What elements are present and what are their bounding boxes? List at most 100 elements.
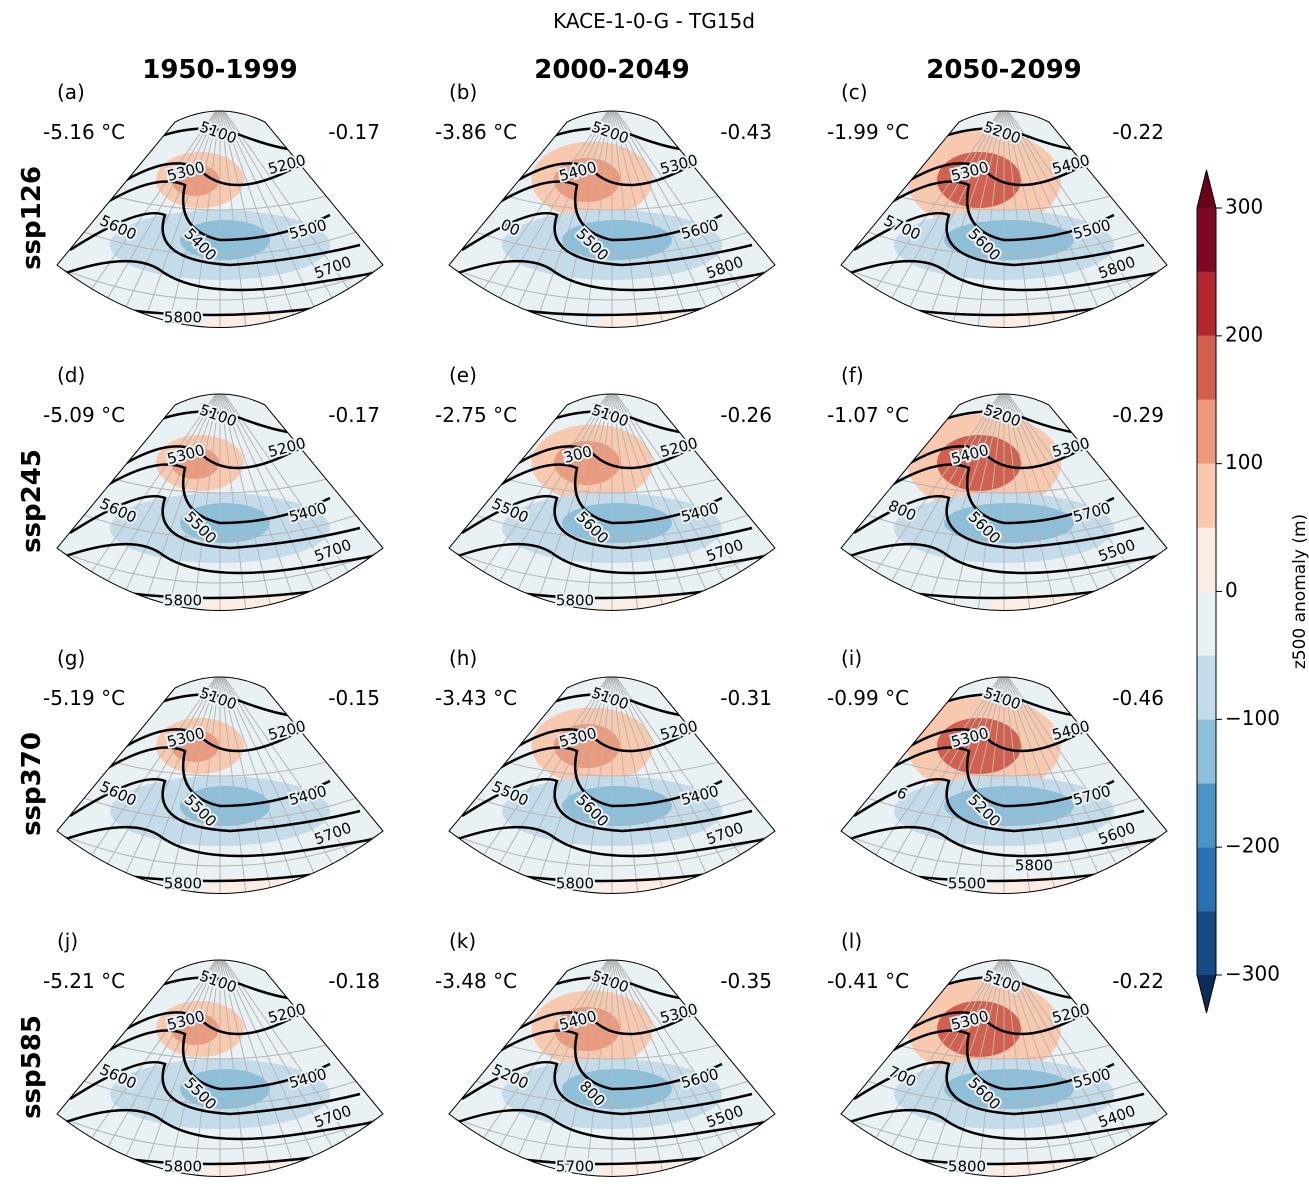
mean-temperature: -5.09 °C	[43, 403, 125, 427]
field	[812, 100, 1196, 400]
correlation: -0.22	[1112, 969, 1164, 993]
field	[812, 666, 1196, 966]
map-panel: 5100300520055005600540057005800(e)-2.75 …	[420, 363, 804, 683]
field	[420, 383, 804, 683]
column-title: 2000-2049	[534, 55, 690, 85]
mean-temperature: -5.19 °C	[43, 686, 125, 710]
map-panel: 51005300520056005500540057005800(j)-5.21…	[28, 929, 412, 1191]
colorbar-bin	[1197, 911, 1216, 975]
map-panel: 51005300520056005500540057005800(d)-5.09…	[28, 363, 412, 683]
field	[812, 383, 1196, 683]
colorbar-bin	[1197, 208, 1216, 272]
contour-label: 5800	[164, 592, 202, 610]
contour-label: 5800	[164, 309, 202, 327]
colorbar-tick-label: 100	[1225, 450, 1263, 474]
map-panel: 5100530052007005600550054005800(l)-0.41 …	[812, 929, 1196, 1191]
colorbar-bin	[1197, 464, 1216, 528]
parallel	[432, 633, 792, 673]
panel-label: (k)	[449, 929, 476, 953]
mean-temperature: -5.21 °C	[43, 969, 125, 993]
colorbar-tick-label: 0	[1225, 578, 1238, 602]
parallel	[432, 350, 792, 390]
column-title: 1950-1999	[142, 55, 298, 85]
panel-label: (f)	[841, 363, 864, 387]
figure: KACE-1-0-G - TG15d 1950-1999 2000-2049 205…	[0, 0, 1309, 1191]
correlation: -0.18	[328, 969, 380, 993]
colorbar-bin	[1197, 400, 1216, 464]
colorbar-bin	[1197, 528, 1216, 592]
contour-label: 5700	[556, 1158, 594, 1176]
correlation: -0.29	[1112, 403, 1164, 427]
mean-temperature: -2.75 °C	[435, 403, 517, 427]
panel-label: (j)	[57, 929, 78, 953]
panel-label: (h)	[449, 646, 477, 670]
mean-temperature: -3.86 °C	[435, 120, 517, 144]
colorbar-bin	[1197, 655, 1216, 719]
correlation: -0.31	[720, 686, 772, 710]
mean-temperature: -1.07 °C	[827, 403, 909, 427]
correlation: -0.46	[1112, 686, 1164, 710]
parallel	[824, 916, 1184, 956]
colorbar-bin	[1197, 592, 1216, 656]
parallel	[40, 350, 400, 390]
mean-temperature: -0.99 °C	[827, 686, 909, 710]
field	[420, 666, 804, 966]
panel-label: (l)	[841, 929, 862, 953]
field	[28, 383, 412, 683]
mean-temperature: -0.41 °C	[827, 969, 909, 993]
contour-label: 5800	[948, 1158, 986, 1176]
colorbar-bin	[1197, 719, 1216, 783]
panel-label: (b)	[449, 80, 477, 104]
colorbar-bin	[1197, 847, 1216, 911]
mean-temperature: -3.48 °C	[435, 969, 517, 993]
colorbar-tick-label: 200	[1225, 322, 1263, 346]
row-title: ssp126	[17, 166, 47, 270]
colorbar-bin	[1197, 336, 1216, 400]
field	[28, 100, 412, 400]
column-title: 2050-2099	[926, 55, 1082, 85]
mean-temperature: -1.99 °C	[827, 120, 909, 144]
map-panel: 5200530054005700560055005800(c)-1.99 °C-…	[812, 80, 1196, 400]
correlation: -0.43	[720, 120, 772, 144]
colorbar-bin	[1197, 272, 1216, 336]
panel-label: (a)	[57, 80, 85, 104]
field	[420, 100, 804, 400]
mean-temperature: -5.16 °C	[43, 120, 125, 144]
parallel	[432, 916, 792, 956]
panel-label: (e)	[449, 363, 477, 387]
colorbar-extend-high	[1197, 170, 1216, 208]
panel-label: (c)	[841, 80, 868, 104]
row-title: ssp585	[17, 1015, 47, 1119]
map-panel: 51005300520055005600540057005800(h)-3.43…	[420, 646, 804, 966]
correlation: -0.17	[328, 120, 380, 144]
parallel	[824, 633, 1184, 673]
correlation: -0.22	[1112, 120, 1164, 144]
parallel	[40, 916, 400, 956]
map-panel: 51005300520056005400550057005800(a)-5.16…	[28, 80, 412, 400]
map-panel: 51005300520056005500540057005800(g)-5.19…	[28, 646, 412, 966]
figure-title: KACE-1-0-G - TG15d	[553, 9, 755, 33]
colorbar-tick-label: 300	[1225, 195, 1263, 219]
colorbar-tick-label: −100	[1225, 706, 1280, 730]
contour-label: 5800	[164, 875, 202, 893]
colorbar-tick-label: −200	[1225, 834, 1280, 858]
colorbar-bin	[1197, 783, 1216, 847]
contour-label: 5500	[948, 875, 986, 893]
panel-label: (i)	[841, 646, 862, 670]
panel-label: (d)	[57, 363, 85, 387]
colorbar-tick-label: −300	[1225, 962, 1280, 986]
row-title: ssp245	[17, 449, 47, 553]
mean-temperature: -3.43 °C	[435, 686, 517, 710]
colorbar-extend-low	[1197, 975, 1216, 1013]
contour-label: 5800	[556, 875, 594, 893]
contour-label: 5800	[556, 592, 594, 610]
parallel	[824, 350, 1184, 390]
parallel	[40, 633, 400, 673]
correlation: -0.26	[720, 403, 772, 427]
row-title: ssp370	[17, 732, 47, 836]
colorbar-label: z500 anomaly (m)	[1290, 514, 1309, 669]
correlation: -0.17	[328, 403, 380, 427]
